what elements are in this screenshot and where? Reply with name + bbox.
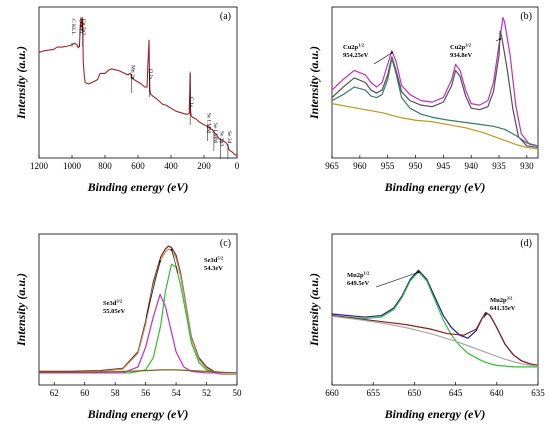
peak-label: Se LMM bbox=[205, 113, 211, 133]
x-tick-label: 60 bbox=[80, 388, 90, 398]
panel-d: 660 655 650 645 640 635 Binding energy (eV) Int… bbox=[307, 233, 545, 421]
series-line-3 bbox=[331, 57, 539, 147]
peak-label: Se 3d bbox=[226, 131, 232, 144]
peak-value: 54.3eV bbox=[204, 265, 223, 272]
peak-value: 954.25eV bbox=[343, 52, 369, 59]
series-line-1 bbox=[331, 16, 539, 147]
x-tick-label: 950 bbox=[409, 161, 423, 171]
peak-value: 934.8eV bbox=[450, 52, 473, 59]
plot-frame bbox=[38, 233, 238, 386]
x-tick-label: 800 bbox=[98, 161, 112, 171]
x-tick-label: 960 bbox=[353, 161, 367, 171]
panel-label: (c) bbox=[220, 238, 231, 249]
x-tick-label: 650 bbox=[408, 388, 422, 398]
peak-label: Cu2p3/2 bbox=[450, 43, 472, 52]
panel-c: 62 60 58 56 54 52 50 Binding energy (eV) Intensi… bbox=[14, 233, 243, 421]
series-line-3 bbox=[331, 311, 539, 366]
peak-label: Cu 2p3 bbox=[81, 19, 87, 35]
pointer-arrow bbox=[375, 271, 419, 288]
x-tick-label: 655 bbox=[366, 388, 380, 398]
x-axis-title: Binding energy (eV) bbox=[384, 407, 486, 421]
series-line-1 bbox=[39, 245, 237, 374]
x-tick-label: 660 bbox=[325, 388, 339, 398]
peak-label: Se3d5/2 bbox=[204, 256, 224, 265]
peak-label: Se 3p3 bbox=[219, 131, 225, 146]
pointer-arrow bbox=[171, 249, 179, 274]
peak-label: Mn 2p bbox=[129, 65, 135, 80]
x-tick-label: 400 bbox=[164, 161, 178, 171]
panel-a: 1200 1000 800 600 400 200 0 Binding energy (eV)… bbox=[14, 6, 240, 194]
x-tick-label: 645 bbox=[449, 388, 463, 398]
x-tick-label: 54 bbox=[172, 388, 182, 398]
peak-label: Se3d3/2 bbox=[103, 299, 123, 308]
peak-label: Mn2p1/2 bbox=[347, 271, 370, 280]
x-tick-label: 58 bbox=[111, 388, 121, 398]
x-tick-label: 930 bbox=[520, 161, 534, 171]
y-axis-title: Intensity (a.u.) bbox=[307, 46, 321, 120]
x-tick-label: 0 bbox=[235, 161, 240, 171]
plot-frame bbox=[331, 6, 539, 159]
pointer-arrow bbox=[373, 52, 393, 65]
pointer-arrow bbox=[145, 261, 161, 319]
x-tick-label: 600 bbox=[131, 161, 145, 171]
series-line-5 bbox=[39, 369, 238, 374]
series-line-4 bbox=[331, 315, 539, 367]
arrow-head bbox=[484, 313, 487, 316]
x-tick-label: 955 bbox=[381, 161, 395, 171]
x-tick-label: 965 bbox=[325, 161, 339, 171]
x-tick-label: 640 bbox=[490, 388, 504, 398]
x-axis-title: Binding energy (eV) bbox=[384, 180, 486, 194]
x-tick-label: 935 bbox=[492, 161, 506, 171]
y-axis-title: Intensity (a.u.) bbox=[307, 273, 321, 347]
series-line-3 bbox=[39, 263, 237, 374]
peak-label: Cu2p1/2 bbox=[343, 43, 365, 52]
peak-label: Se LMM bbox=[212, 123, 218, 143]
x-tick-label: 635 bbox=[531, 388, 545, 398]
peak-value: 649.5eV bbox=[347, 280, 370, 287]
peak-label: Mn2p3/2 bbox=[490, 296, 513, 305]
series-line-2 bbox=[331, 271, 538, 368]
peak-value: 641.35eV bbox=[490, 305, 516, 312]
peak-label: C 1s bbox=[188, 97, 194, 107]
panel-label: (b) bbox=[520, 11, 532, 22]
x-tick-label: 52 bbox=[202, 388, 211, 398]
x-tick-label: 56 bbox=[141, 388, 151, 398]
y-axis-title: Intensity (a.u.) bbox=[14, 273, 28, 347]
series-line-1 bbox=[38, 17, 237, 156]
x-axis-title: Binding energy (eV) bbox=[87, 180, 189, 194]
peak-label: O 1s bbox=[147, 69, 153, 79]
series-line-4 bbox=[331, 103, 539, 150]
arrow-head bbox=[170, 248, 173, 251]
x-tick-label: 940 bbox=[464, 161, 478, 171]
x-tick-label: 62 bbox=[50, 388, 59, 398]
arrow-head bbox=[499, 37, 502, 40]
panel-label: (a) bbox=[220, 11, 231, 22]
peak-label: C KLL bbox=[70, 19, 76, 35]
x-tick-label: 945 bbox=[437, 161, 451, 171]
x-tick-label: 200 bbox=[197, 161, 211, 171]
panel-b: 965 960 955 950 945 940 935 930 Binding energy (… bbox=[307, 6, 539, 194]
x-tick-label: 1000 bbox=[63, 161, 82, 171]
x-tick-label: 1200 bbox=[30, 161, 49, 171]
plot-frame bbox=[331, 233, 539, 386]
peak-label: O KLL bbox=[77, 19, 83, 36]
series-line-2 bbox=[331, 30, 539, 149]
y-axis-title: Intensity (a.u.) bbox=[14, 46, 28, 120]
arrow-head bbox=[390, 51, 393, 54]
arrow-head bbox=[159, 260, 162, 263]
x-tick-label: 50 bbox=[233, 388, 243, 398]
x-axis-title: Binding energy (eV) bbox=[87, 407, 189, 421]
panel-label: (d) bbox=[520, 238, 532, 249]
arrow-head bbox=[417, 271, 420, 274]
series-line-4 bbox=[39, 293, 237, 374]
peak-value: 55.05eV bbox=[103, 308, 126, 315]
